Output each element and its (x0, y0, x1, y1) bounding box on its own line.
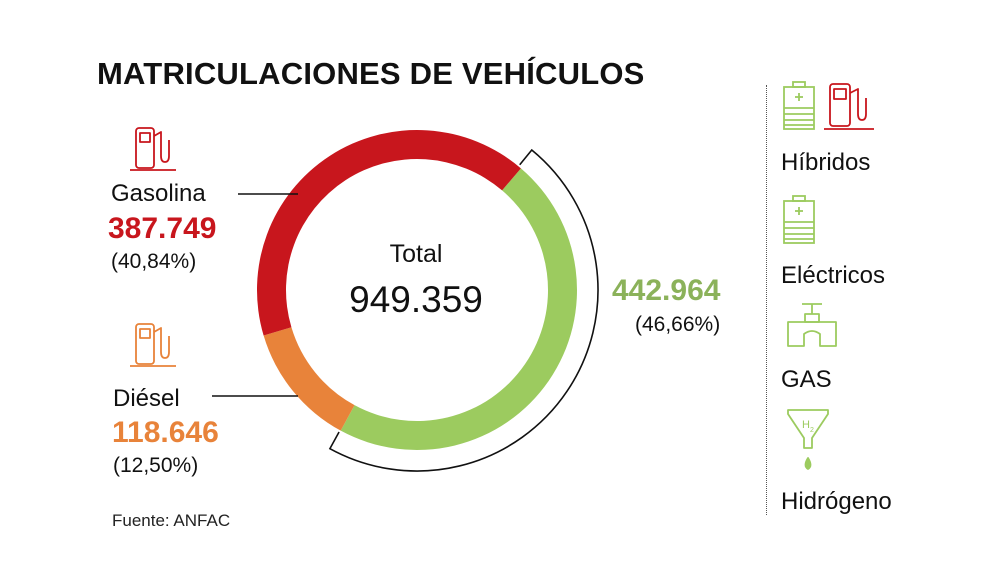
legend-item-electricos: Eléctricos (781, 262, 886, 289)
battery-icon (783, 81, 815, 130)
eco-value: 442.964 (612, 274, 721, 307)
gasolina-value: 387.749 (108, 212, 217, 245)
eco-bracket (328, 148, 599, 472)
fuel-pump-icon (130, 127, 176, 171)
slice-diesel (263, 327, 355, 431)
slice-eco (340, 168, 577, 450)
chart-title: MATRICULACIONES DE VEHÍCULOS (97, 56, 645, 91)
diesel-label: Diésel (113, 385, 180, 412)
gasolina-label: Gasolina (111, 180, 206, 207)
center-total-value: 949.359 (349, 279, 483, 320)
slice-gasolina (256, 130, 521, 336)
legend-item-gas: GAS (781, 366, 832, 393)
gas-tap-icon (787, 303, 837, 347)
diesel-value: 118.646 (112, 416, 219, 449)
legend-divider (766, 85, 767, 515)
center-total-label: Total (389, 240, 443, 268)
svg-text:2: 2 (810, 427, 814, 434)
fuel-pump-icon (130, 323, 176, 367)
battery-icon (783, 195, 815, 244)
gasolina-percent: (40,84%) (111, 250, 197, 273)
legend-item-hidrogeno: Hidrógeno (781, 488, 892, 515)
eco-percent: (46,66%) (635, 313, 721, 336)
diesel-percent: (12,50%) (113, 454, 199, 477)
svg-text:H: H (802, 419, 810, 431)
fuel-pump-icon (824, 83, 874, 130)
source-note: Fuente: ANFAC (112, 511, 231, 530)
hydrogen-funnel-icon: H 2 (787, 409, 829, 470)
legend-item-hibridos: Híbridos (781, 149, 871, 176)
